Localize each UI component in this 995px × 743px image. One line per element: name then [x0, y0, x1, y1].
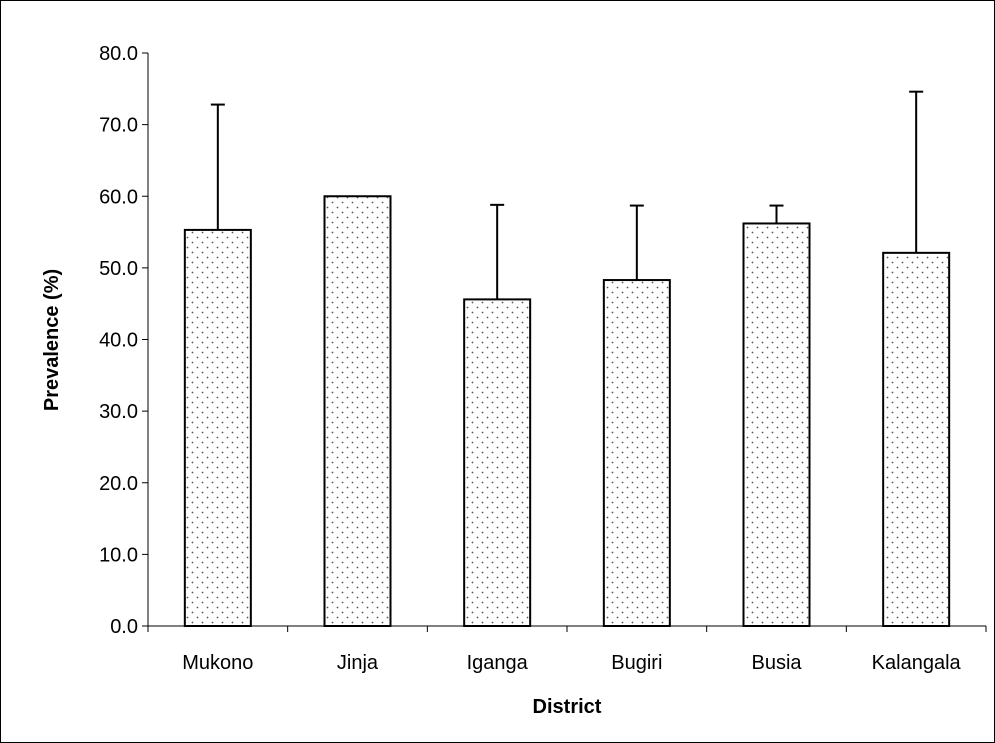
- bar-jinja: [323, 195, 392, 627]
- x-axis-title: District: [533, 696, 602, 718]
- y-tick-label: 10.0: [99, 544, 138, 566]
- x-tick-label: Mukono: [182, 652, 253, 674]
- y-tick-label: 30.0: [99, 401, 138, 423]
- y-tick-label: 70.0: [99, 115, 138, 137]
- bar-bugiri: [602, 279, 671, 627]
- bar-iganga: [463, 298, 532, 627]
- x-tick-label: Iganga: [467, 652, 529, 674]
- y-tick-label: 40.0: [99, 330, 138, 352]
- y-tick-label: 60.0: [99, 186, 138, 208]
- y-axis-title: Prevalence (%): [41, 269, 63, 411]
- y-tick-label: 20.0: [99, 473, 138, 495]
- y-tick-label: 50.0: [99, 258, 138, 280]
- x-tick-label: Bugiri: [611, 652, 662, 674]
- x-tick-label: Jinja: [337, 652, 379, 674]
- x-tick-label: Busia: [751, 652, 802, 674]
- y-tick-label: 80.0: [99, 43, 138, 65]
- bar-kalangala: [882, 251, 951, 628]
- bar-mukono: [183, 228, 252, 627]
- y-tick-label: 0.0: [110, 616, 138, 638]
- bar-busia: [742, 222, 811, 627]
- x-tick-label: Kalangala: [872, 652, 962, 674]
